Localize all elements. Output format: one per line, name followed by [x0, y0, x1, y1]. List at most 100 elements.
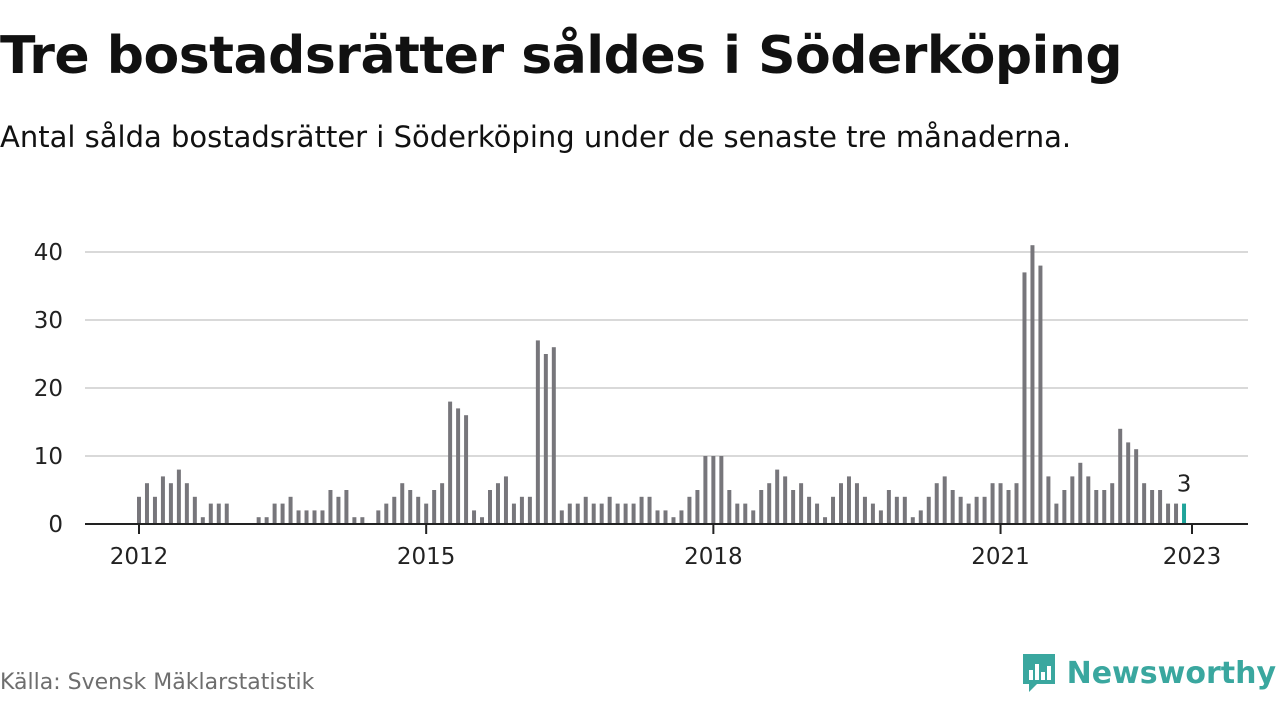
chart-title: Tre bostadsrätter såldes i Söderköping — [0, 26, 1123, 86]
bar — [1038, 265, 1043, 524]
bar — [416, 496, 421, 524]
bar — [1126, 442, 1131, 524]
bar — [823, 517, 828, 524]
bar — [1134, 449, 1139, 524]
x-tick-label: 2021 — [971, 544, 1030, 570]
bar — [567, 503, 572, 524]
bar — [679, 510, 684, 524]
bar — [1094, 490, 1099, 524]
x-tick-label: 2023 — [1163, 544, 1222, 570]
bar — [711, 456, 716, 524]
last-value-label: 3 — [1177, 472, 1192, 498]
bar — [272, 503, 277, 524]
bar — [894, 496, 899, 524]
bar — [464, 415, 469, 524]
bar — [591, 503, 596, 524]
bar — [312, 510, 317, 524]
bar — [296, 510, 301, 524]
bar — [615, 503, 620, 524]
bar — [1110, 483, 1115, 524]
highlight-bar — [1182, 503, 1187, 524]
x-axis-ticks: 2012 2015 2018 2021 2023 — [110, 524, 1222, 570]
bar — [543, 354, 548, 524]
bar-chart: 0 10 20 30 40 2012 2015 2018 2021 2023 3 — [34, 240, 1248, 570]
bar — [144, 483, 149, 524]
brand-logo[interactable]: Newsworthy — [1021, 652, 1276, 694]
bar — [918, 510, 923, 524]
bar — [320, 510, 325, 524]
bar — [767, 483, 772, 524]
x-tick-label: 2012 — [110, 544, 169, 570]
bar — [839, 483, 843, 524]
bar — [575, 503, 580, 524]
bar — [137, 496, 141, 524]
bar — [958, 496, 963, 524]
bar — [424, 503, 429, 524]
annotations: 3 — [1177, 472, 1192, 498]
bar — [280, 503, 285, 524]
bar — [934, 483, 939, 524]
bar — [376, 510, 381, 524]
bar — [831, 496, 836, 524]
bar — [1054, 503, 1059, 524]
bar — [535, 340, 540, 524]
bar — [336, 496, 341, 524]
bar — [791, 490, 796, 524]
bar — [735, 503, 740, 524]
bar — [583, 496, 588, 524]
bar — [974, 496, 979, 524]
bar — [392, 496, 397, 524]
bar — [775, 469, 780, 524]
bar — [527, 496, 532, 524]
bar — [759, 490, 764, 524]
bar — [1078, 462, 1083, 524]
bar — [862, 496, 867, 524]
bar — [910, 517, 915, 524]
bar — [480, 517, 485, 524]
bar — [344, 490, 349, 524]
bar — [599, 503, 604, 524]
bar — [400, 483, 405, 524]
bar — [208, 503, 213, 524]
bar — [807, 496, 812, 524]
bar — [200, 517, 205, 524]
bar — [990, 483, 995, 524]
bar — [623, 503, 628, 524]
bar — [551, 347, 556, 524]
bar — [607, 496, 612, 524]
bar — [1070, 476, 1075, 524]
bar — [168, 483, 173, 524]
bar — [152, 496, 157, 524]
bar — [1014, 483, 1019, 524]
bar — [160, 476, 165, 524]
bar — [288, 496, 293, 524]
x-tick-label: 2015 — [397, 544, 456, 570]
bar — [224, 503, 229, 524]
bar — [559, 510, 564, 524]
bar — [488, 490, 492, 524]
bar — [216, 503, 221, 524]
bar — [902, 496, 907, 524]
bar — [663, 510, 668, 524]
bar — [472, 510, 477, 524]
bar — [495, 483, 500, 524]
bar — [519, 496, 524, 524]
bar — [942, 476, 947, 524]
bar — [727, 490, 732, 524]
bar — [719, 456, 724, 524]
bar — [1166, 503, 1171, 524]
y-tick-label: 20 — [34, 376, 63, 402]
bar — [687, 496, 692, 524]
bar — [966, 503, 971, 524]
bar — [998, 483, 1003, 524]
bar — [408, 490, 413, 524]
bar — [503, 476, 508, 524]
bar — [1150, 490, 1155, 524]
bar — [751, 510, 756, 524]
bar — [1006, 490, 1011, 524]
bar — [432, 490, 437, 524]
bar — [360, 517, 365, 524]
bar — [647, 496, 652, 524]
bar — [870, 503, 875, 524]
bar — [886, 490, 891, 524]
